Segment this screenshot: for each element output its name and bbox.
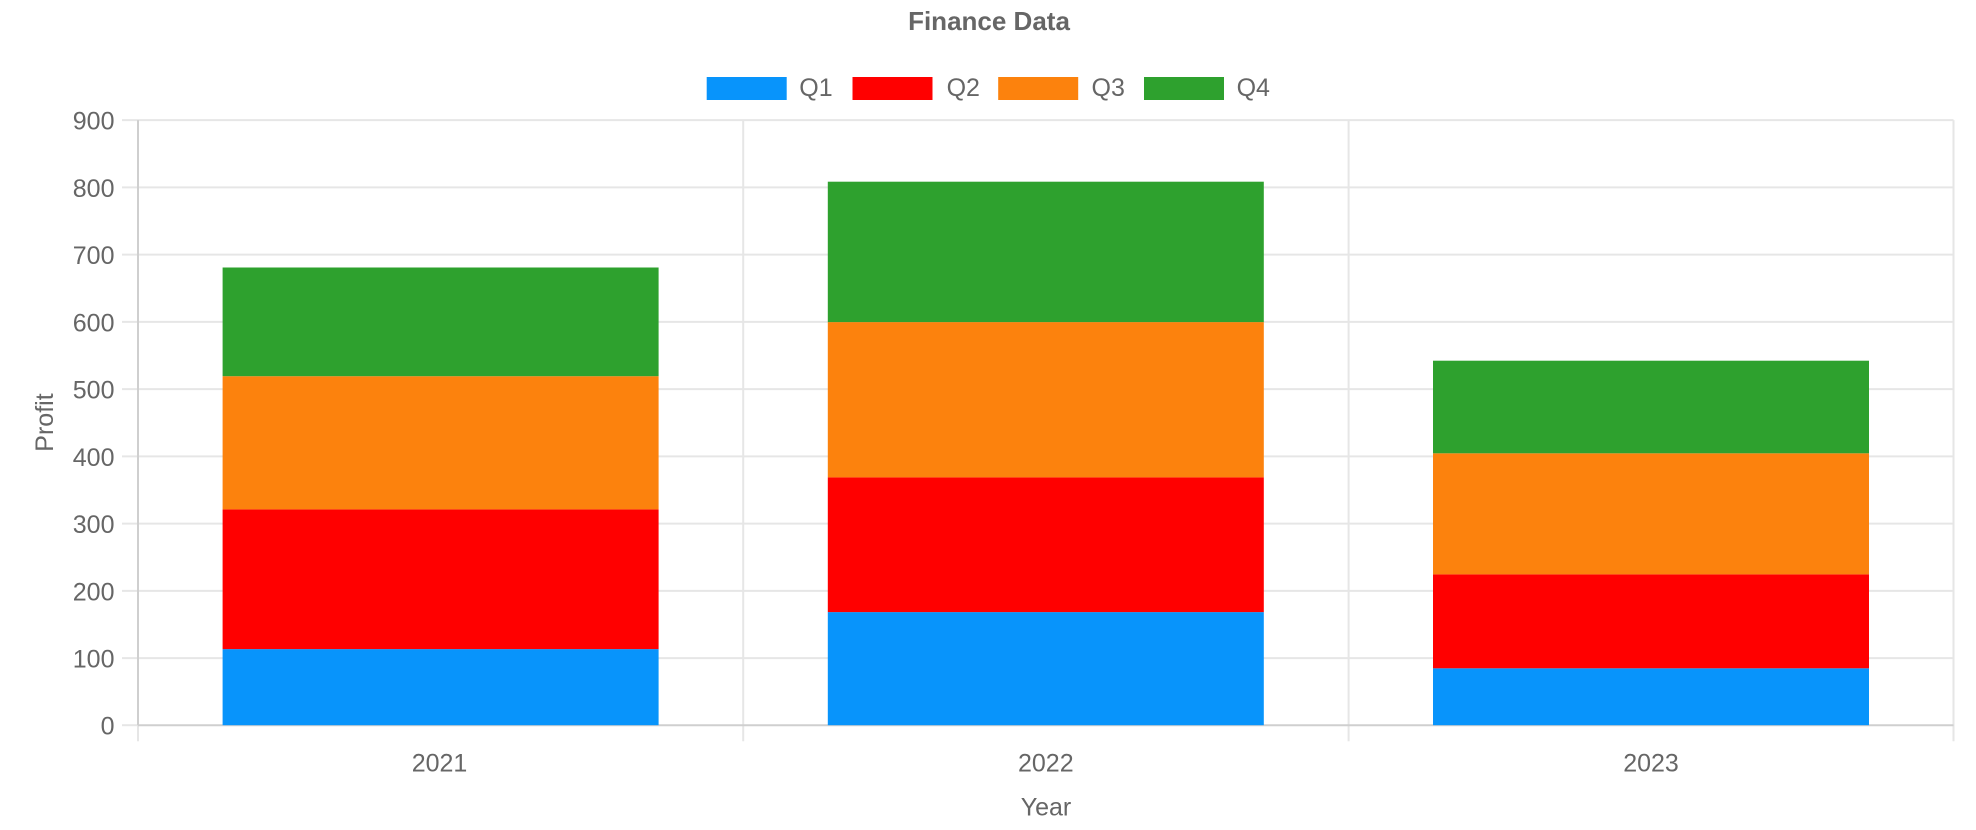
- svg-text:Q4: Q4: [1237, 74, 1270, 102]
- svg-text:2021: 2021: [412, 749, 468, 777]
- svg-text:900: 900: [73, 108, 115, 136]
- svg-text:600: 600: [73, 309, 115, 337]
- svg-text:Profit: Profit: [31, 393, 59, 451]
- svg-text:Q3: Q3: [1092, 74, 1125, 102]
- svg-text:Q1: Q1: [799, 74, 832, 102]
- svg-text:700: 700: [73, 242, 115, 270]
- svg-text:Q2: Q2: [947, 74, 980, 102]
- svg-text:400: 400: [73, 444, 115, 472]
- svg-text:2023: 2023: [1623, 749, 1679, 777]
- svg-text:500: 500: [73, 377, 115, 405]
- svg-text:200: 200: [73, 578, 115, 606]
- svg-text:100: 100: [73, 646, 115, 674]
- svg-text:Finance Data: Finance Data: [908, 6, 1070, 36]
- svg-text:0: 0: [101, 713, 115, 741]
- svg-text:300: 300: [73, 511, 115, 539]
- svg-text:Year: Year: [1021, 793, 1072, 821]
- svg-text:2022: 2022: [1018, 749, 1074, 777]
- svg-text:800: 800: [73, 175, 115, 203]
